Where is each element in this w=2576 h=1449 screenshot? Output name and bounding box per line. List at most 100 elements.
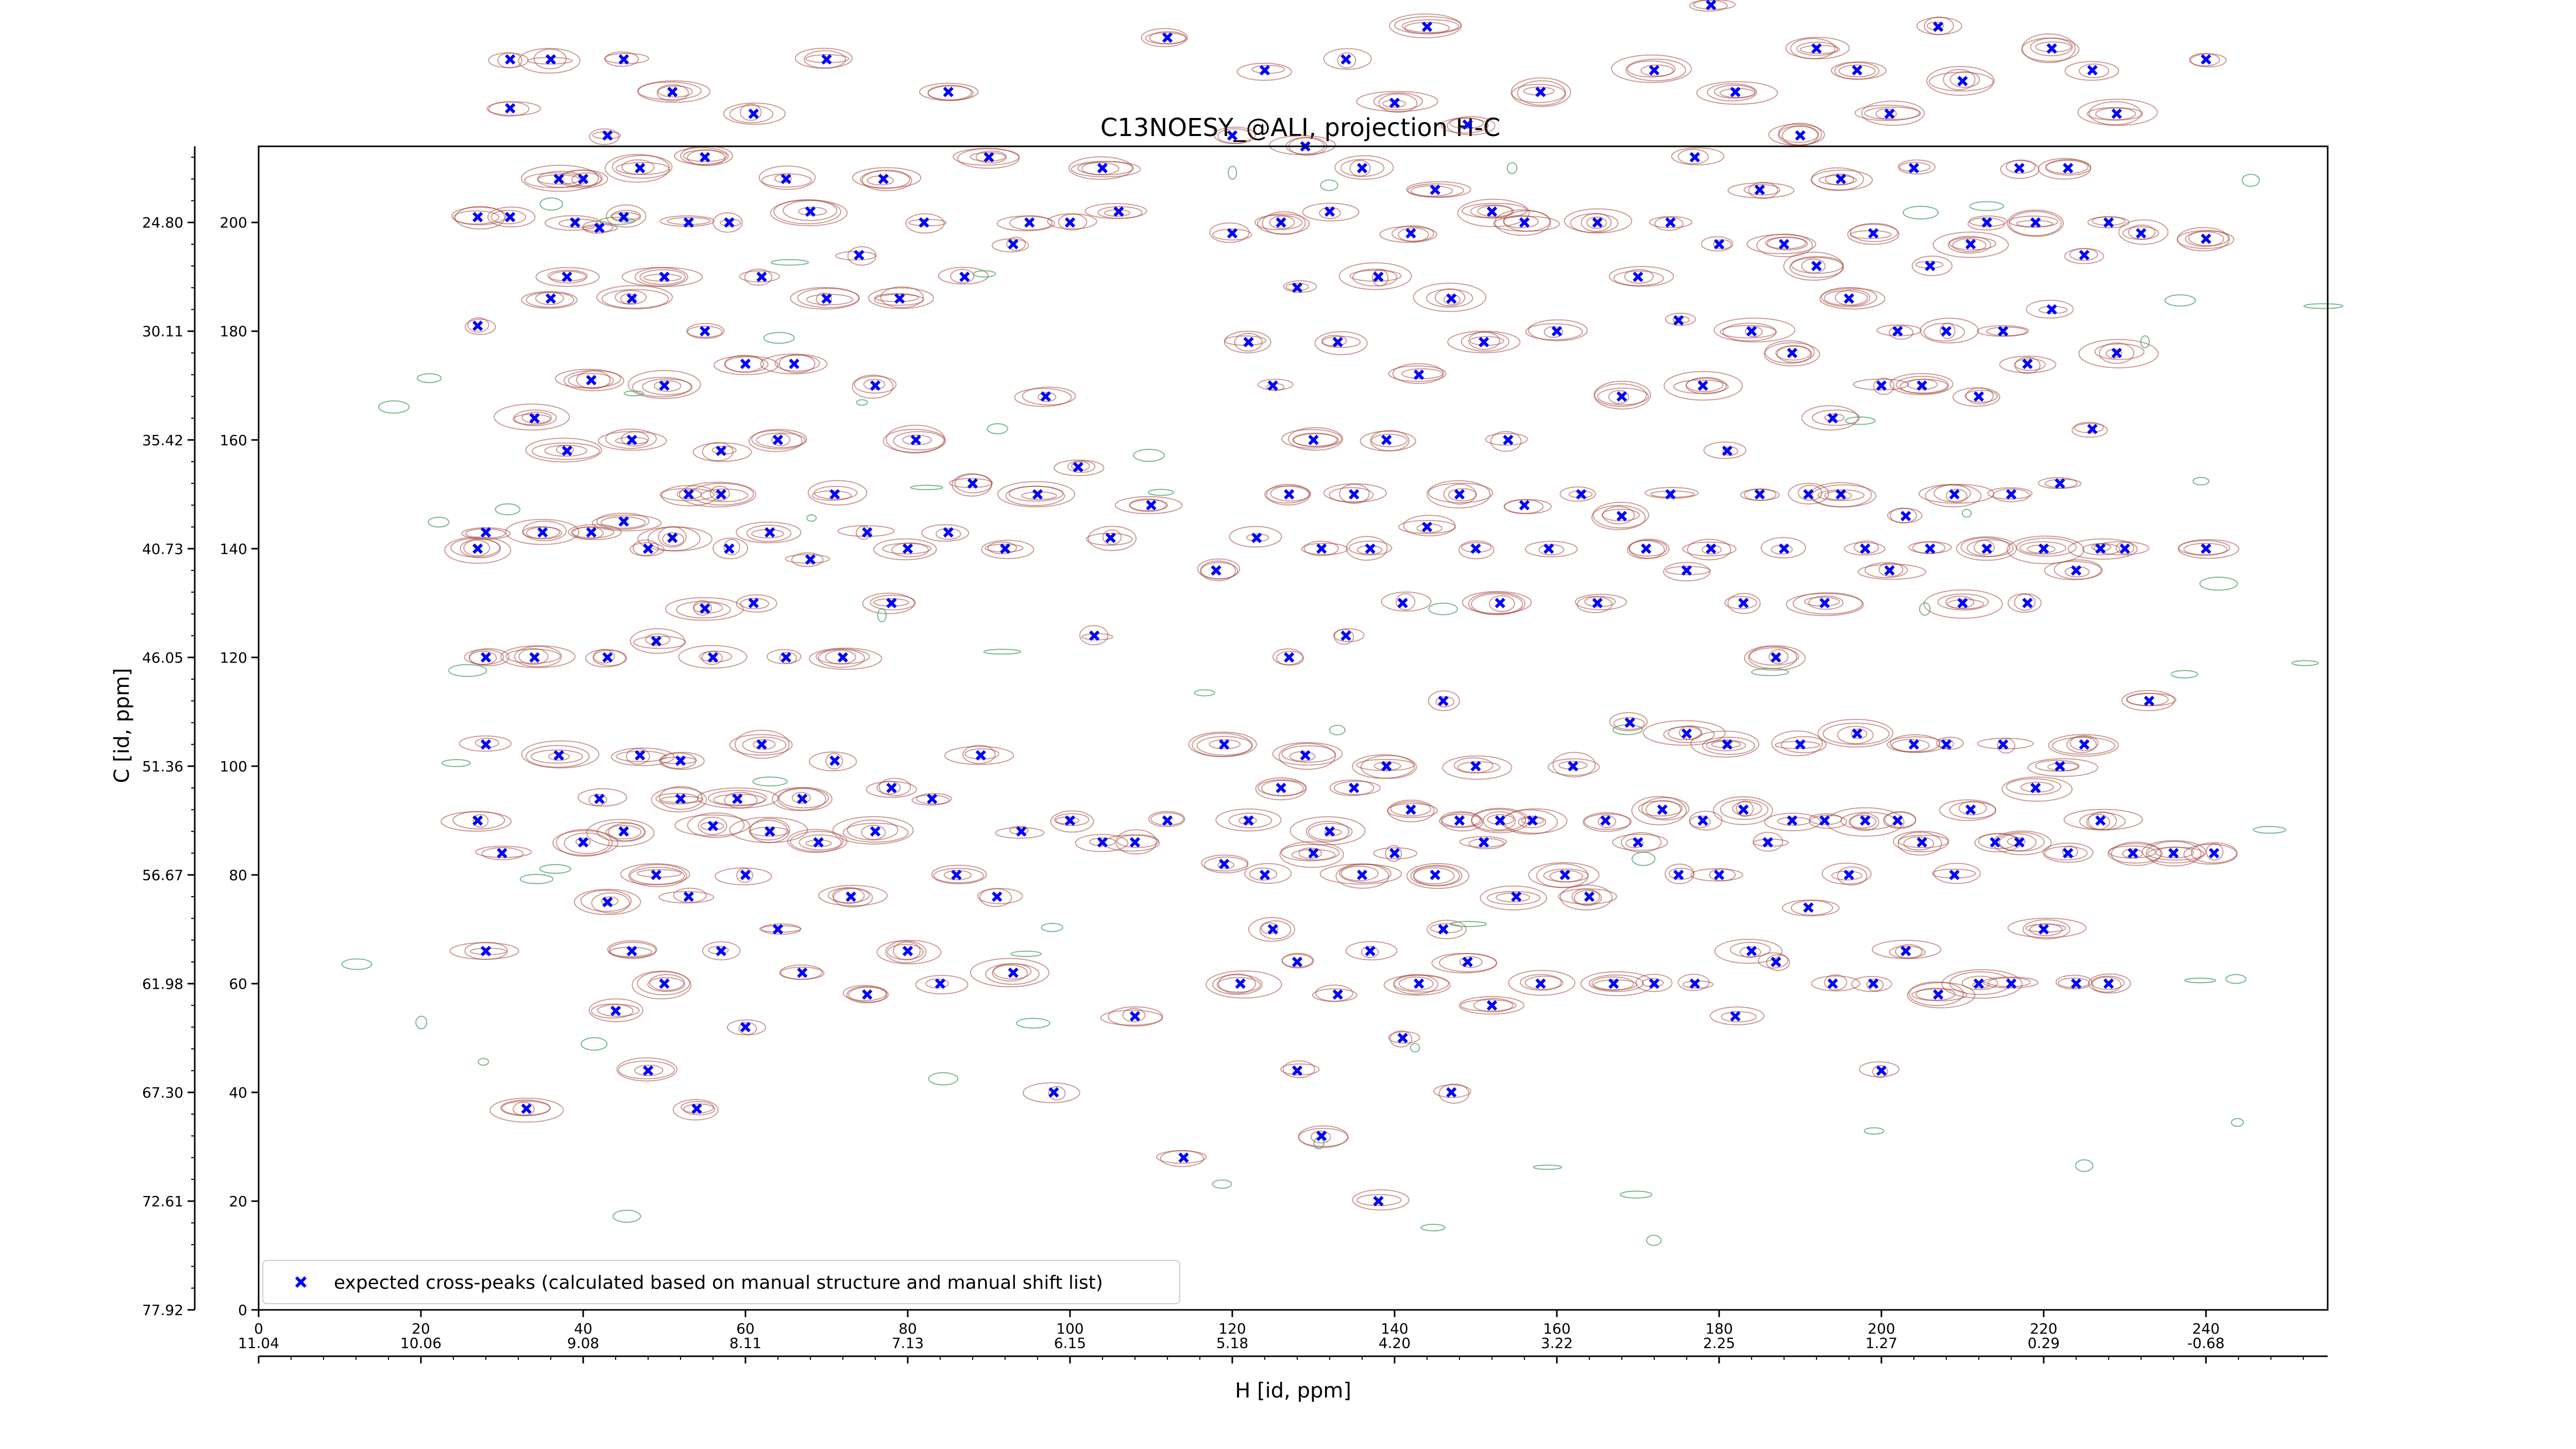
negative-contour bbox=[973, 270, 996, 278]
contour-ring bbox=[1403, 515, 1456, 536]
cross-peak-marker bbox=[602, 130, 613, 141]
contour-ring bbox=[2078, 339, 2159, 368]
contour-ring bbox=[919, 82, 979, 101]
contour-ring bbox=[1714, 317, 1795, 343]
contour-ring bbox=[943, 870, 972, 881]
contour-ring bbox=[1920, 317, 1979, 344]
contour-ring bbox=[1916, 17, 1962, 35]
cross-peak-marker bbox=[1778, 239, 1789, 250]
y-ppm-tick-label: 77.92 bbox=[142, 1302, 183, 1319]
contour-ring bbox=[1276, 650, 1304, 666]
contour-ring bbox=[454, 206, 505, 230]
contour-ring bbox=[713, 212, 743, 233]
cross-peak-marker bbox=[2095, 815, 2106, 826]
cross-peak-marker bbox=[1495, 815, 1505, 826]
cross-peak-marker bbox=[1218, 858, 1230, 869]
cross-peak-marker bbox=[805, 206, 816, 217]
cross-peak-marker bbox=[1714, 869, 1724, 881]
contour-ring bbox=[545, 215, 601, 231]
contour-ring bbox=[1594, 383, 1647, 407]
contour-ring bbox=[1573, 890, 1602, 906]
contour-ring bbox=[1356, 1194, 1402, 1206]
contour-ring bbox=[1459, 956, 1483, 968]
contour-ring bbox=[816, 648, 870, 665]
contour-ring bbox=[1448, 488, 1477, 501]
contour-ring bbox=[886, 425, 945, 454]
contour-ring bbox=[530, 749, 583, 764]
contour-ring bbox=[1254, 214, 1303, 230]
contour-ring bbox=[1050, 810, 1094, 833]
contour-ring bbox=[1788, 483, 1829, 504]
contour-ring bbox=[1401, 19, 1460, 33]
contour-ring bbox=[2183, 844, 2238, 865]
contour-ring bbox=[1079, 625, 1109, 646]
contour-ring bbox=[1209, 222, 1250, 243]
contour-ring bbox=[1224, 330, 1272, 353]
contour-ring bbox=[1850, 813, 1879, 831]
negative-contour bbox=[2303, 303, 2344, 309]
negative-contour bbox=[1631, 851, 1656, 866]
cross-peak-marker bbox=[1997, 326, 2009, 336]
contour-ring bbox=[1357, 545, 1383, 555]
x-index-tick-label: 60 bbox=[736, 1320, 755, 1337]
contour-ring bbox=[1824, 974, 1848, 991]
contour-ring bbox=[535, 267, 600, 287]
contour-ring bbox=[736, 521, 802, 544]
cross-peak-marker bbox=[2200, 54, 2211, 65]
contour-ring bbox=[1494, 209, 1551, 236]
contour-ring bbox=[486, 101, 541, 116]
contour-ring bbox=[444, 536, 512, 564]
cross-peak-marker bbox=[772, 924, 784, 935]
cross-peak-marker bbox=[1852, 65, 1862, 76]
cross-peak-marker bbox=[781, 652, 791, 663]
negative-contour bbox=[495, 503, 521, 516]
contour-ring bbox=[2091, 975, 2125, 990]
contour-ring bbox=[1933, 863, 1981, 884]
contour-ring bbox=[2078, 63, 2109, 78]
cross-peak-marker bbox=[1243, 336, 1254, 348]
contour-ring bbox=[1859, 1061, 1900, 1077]
cross-peak-marker bbox=[1649, 65, 1659, 76]
contour-ring bbox=[1687, 538, 1732, 561]
negative-contour bbox=[1533, 1165, 1563, 1170]
cross-peak-marker bbox=[1551, 326, 1562, 336]
contour-ring bbox=[1560, 884, 1613, 911]
cross-peak-marker bbox=[1568, 761, 1579, 772]
contour-ring bbox=[1947, 235, 1991, 254]
cross-peak-marker bbox=[2200, 233, 2211, 244]
contour-ring bbox=[1743, 488, 1776, 501]
negative-contour bbox=[1646, 1235, 1662, 1246]
cross-peak-marker bbox=[1908, 739, 1919, 750]
contour-ring bbox=[1771, 730, 1823, 756]
cross-peak-marker bbox=[756, 739, 767, 750]
cross-peak-marker bbox=[1048, 1087, 1059, 1098]
cross-peak-marker bbox=[886, 782, 897, 794]
cross-peak-marker bbox=[586, 527, 597, 538]
contour-ring bbox=[634, 1065, 664, 1076]
cross-peak-marker bbox=[1754, 184, 1765, 195]
contour-ring bbox=[2093, 541, 2149, 555]
contour-ring bbox=[1306, 820, 1350, 843]
x-ppm-tick-label: 8.11 bbox=[730, 1335, 761, 1352]
cross-peak-marker bbox=[529, 413, 540, 424]
contour-ring bbox=[2014, 358, 2046, 371]
contour-ring bbox=[1338, 262, 1412, 290]
contour-ring bbox=[1236, 62, 1292, 81]
contour-ring bbox=[1819, 288, 1886, 310]
contour-ring bbox=[981, 540, 1035, 560]
contour-ring bbox=[791, 552, 824, 567]
contour-ring bbox=[1624, 269, 1654, 284]
cross-peak-marker bbox=[716, 445, 726, 457]
cross-peak-marker bbox=[2087, 424, 2098, 434]
cross-peak-marker bbox=[2046, 304, 2057, 315]
contour-ring bbox=[1825, 173, 1854, 186]
cross-peak-marker bbox=[1421, 21, 1433, 32]
cross-peak-marker bbox=[1787, 815, 1798, 826]
cross-peak-marker bbox=[1795, 739, 1806, 750]
cross-peak-marker bbox=[626, 434, 637, 445]
x-ppm-tick-label: 4.20 bbox=[1379, 1335, 1411, 1352]
cross-peak-marker bbox=[1900, 511, 1911, 521]
cross-peak-marker bbox=[1665, 217, 1676, 228]
negative-contour bbox=[2140, 335, 2150, 348]
cross-peak-marker bbox=[1633, 837, 1643, 848]
